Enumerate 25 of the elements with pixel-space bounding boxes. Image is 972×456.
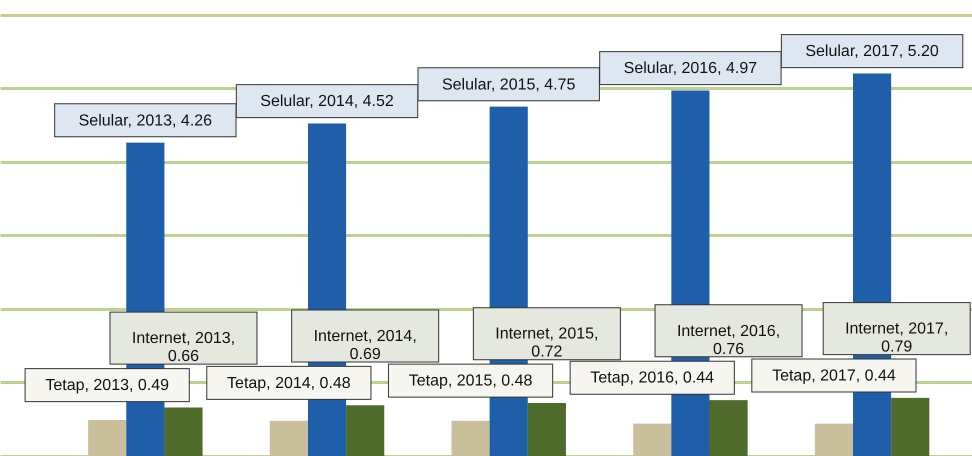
data-label: Internet, 2014, 0.69: [314, 328, 417, 363]
bar: [270, 420, 308, 456]
bar: [451, 420, 490, 456]
data-label: Tetap, 2015, 0.48: [408, 372, 532, 390]
data-label: Selular, 2015, 4.75: [442, 76, 576, 94]
data-label: Selular, 2014, 4.52: [260, 93, 394, 110]
bar: [88, 420, 126, 456]
bar: [709, 400, 748, 456]
bar: [814, 424, 853, 456]
bar: [346, 405, 384, 456]
bar: [891, 398, 930, 456]
data-label: Internet, 2016, 0.76: [676, 322, 780, 358]
data-label: Selular, 2017, 5.20: [805, 43, 939, 60]
data-label: Tetap, 2013, 0.49: [45, 377, 170, 394]
bar: [528, 403, 566, 456]
data-label: Internet, 2017, 0.79: [845, 320, 948, 356]
data-label: Selular, 2016, 4.97: [624, 60, 758, 78]
bar: [164, 407, 203, 456]
data-label: Tetap, 2017, 0.44: [772, 368, 896, 385]
data-label: Selular, 2013, 4.26: [78, 112, 212, 130]
data-label: Internet, 2015, 0.72: [495, 326, 598, 361]
data-label: Tetap, 2014, 0.48: [227, 374, 351, 392]
data-label: Internet, 2013, 0.66: [132, 330, 236, 366]
data-label: Tetap, 2016, 0.44: [590, 370, 714, 387]
bar: [633, 424, 672, 456]
